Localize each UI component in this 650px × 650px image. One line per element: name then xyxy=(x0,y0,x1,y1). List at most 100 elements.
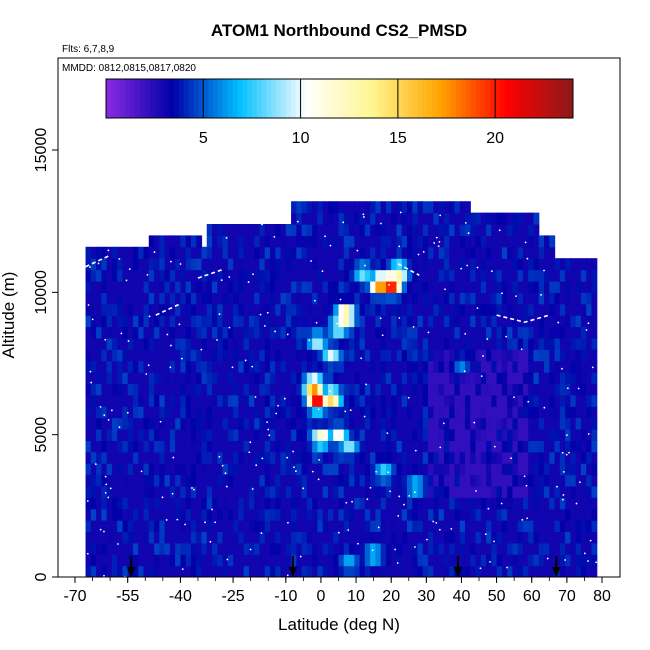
heat-cell xyxy=(90,406,97,419)
heat-cell xyxy=(464,303,471,316)
sample-dot xyxy=(556,485,558,488)
heat-cell xyxy=(175,372,181,385)
heat-cell xyxy=(169,303,176,316)
heat-cell xyxy=(538,315,545,328)
heat-cell xyxy=(449,303,456,316)
sample-dot xyxy=(336,322,339,325)
heat-cell xyxy=(449,280,456,293)
heat-cell xyxy=(222,542,229,555)
sample-dot xyxy=(126,411,129,414)
heat-cell xyxy=(306,212,313,225)
heat-cell xyxy=(559,360,566,373)
heat-cell xyxy=(154,565,160,577)
heat-cell xyxy=(565,337,571,350)
heat-cell xyxy=(296,394,303,407)
heat-cell xyxy=(275,451,282,464)
heat-cell xyxy=(96,372,102,385)
dates-note: MMDD: 0812,0815,0817,0820 xyxy=(62,63,196,74)
heat-cell xyxy=(212,463,218,476)
heat-cell xyxy=(338,451,345,464)
heat-cell xyxy=(169,349,176,362)
heat-cell xyxy=(269,440,276,453)
heat-cell xyxy=(470,531,477,544)
heat-cell xyxy=(185,337,192,350)
heat-cell xyxy=(285,520,292,533)
heat-cell xyxy=(417,349,424,362)
heat-cell xyxy=(554,520,561,533)
heat-cell xyxy=(359,280,366,293)
sample-dot xyxy=(221,464,224,467)
heat-cell xyxy=(433,520,440,533)
heat-cell xyxy=(380,315,387,328)
heat-cell xyxy=(301,224,308,236)
heat-cell xyxy=(280,428,287,441)
heat-cell xyxy=(269,554,276,567)
heat-cell xyxy=(517,406,524,419)
heat-cell xyxy=(549,554,556,567)
heat-cell xyxy=(227,337,234,350)
heat-cell xyxy=(243,406,250,419)
heat-cell xyxy=(522,428,529,441)
heat-cell xyxy=(580,497,587,510)
heat-cell xyxy=(533,349,540,362)
heat-cell xyxy=(364,474,371,487)
heat-cell xyxy=(148,485,155,498)
heat-cell xyxy=(201,497,208,510)
heat-cell xyxy=(496,360,503,373)
heat-cell xyxy=(480,212,487,225)
heat-cell xyxy=(517,554,524,567)
heat-cell xyxy=(428,372,434,385)
heat-cell xyxy=(570,428,577,441)
sample-dot xyxy=(345,501,348,504)
heat-cell xyxy=(338,235,345,248)
sample-dot xyxy=(489,560,491,563)
heat-cell xyxy=(470,280,477,293)
heat-cell xyxy=(312,269,319,282)
heat-cell xyxy=(264,235,271,248)
heat-cell xyxy=(96,337,102,350)
heat-cell xyxy=(391,474,398,487)
heat-cell xyxy=(575,531,582,544)
heat-cell xyxy=(407,508,413,521)
heat-cell xyxy=(591,531,598,544)
sample-dot xyxy=(145,373,148,375)
heat-cell xyxy=(407,463,413,476)
heat-cell xyxy=(385,337,392,350)
heat-cell xyxy=(317,565,324,577)
heat-cell xyxy=(533,246,540,259)
heat-cell xyxy=(132,303,139,316)
heat-cell xyxy=(275,258,282,271)
heat-cell xyxy=(364,417,371,430)
heat-cell xyxy=(301,542,308,555)
sample-dot xyxy=(464,332,467,335)
heat-cell xyxy=(375,212,382,225)
heat-cell xyxy=(522,542,529,555)
heat-cell xyxy=(575,485,582,498)
heat-cell xyxy=(122,246,129,259)
heat-cell xyxy=(401,565,408,577)
heat-cell xyxy=(580,554,587,567)
colorbar-band xyxy=(495,79,501,118)
heat-cell xyxy=(359,440,366,453)
heat-cell xyxy=(132,383,139,396)
sample-dot xyxy=(525,484,528,487)
sample-dot xyxy=(585,329,588,331)
sample-dot xyxy=(204,521,206,524)
heat-cell xyxy=(396,246,403,259)
heat-cell xyxy=(549,531,556,544)
heat-cell xyxy=(470,292,477,305)
heat-cell xyxy=(512,474,519,487)
heat-cell xyxy=(322,315,329,328)
sample-dot xyxy=(104,475,107,478)
heat-cell xyxy=(201,440,208,453)
heat-cell xyxy=(470,417,477,430)
heat-cell xyxy=(575,417,582,430)
heat-cell xyxy=(264,303,271,316)
heat-cell xyxy=(85,440,92,453)
heat-cell xyxy=(259,360,266,373)
heat-cell xyxy=(533,280,540,293)
heat-cell xyxy=(396,485,403,498)
heat-cell xyxy=(238,440,245,453)
heat-cell xyxy=(280,474,287,487)
heat-cell xyxy=(401,554,408,567)
